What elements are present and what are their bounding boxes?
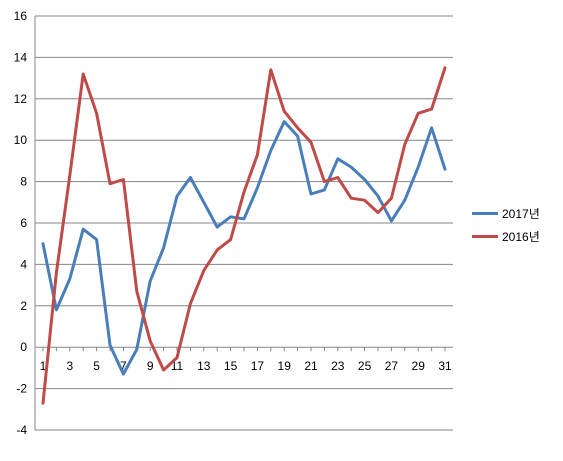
- x-tick-label: 3: [66, 359, 73, 373]
- y-tick-label: 2: [20, 299, 27, 313]
- x-tick-label: 7: [120, 359, 127, 373]
- x-tick-label: 13: [197, 359, 211, 373]
- y-tick-label: -4: [16, 423, 27, 437]
- x-tick-label: 23: [331, 359, 345, 373]
- y-tick-label: 10: [14, 133, 28, 147]
- y-tick-label: 0: [20, 340, 27, 354]
- x-tick-label: 29: [412, 359, 426, 373]
- y-tick-label: 16: [14, 9, 28, 23]
- legend: 2017년 2016년: [472, 204, 560, 250]
- series-line-2017: [41, 120, 447, 376]
- x-tick-label: 17: [251, 359, 265, 373]
- legend-label-2016: 2016년: [502, 229, 540, 244]
- series-lines: [41, 66, 447, 405]
- y-tick-label: 8: [20, 175, 27, 189]
- y-tick-labels: -4 -2 0 2 4 6 8 10 12 14 16: [14, 9, 28, 437]
- y-tick-label: 4: [20, 257, 27, 271]
- y-tick-label: -2: [16, 382, 27, 396]
- legend-swatch-2016: [472, 234, 498, 238]
- x-tick-label: 31: [438, 359, 452, 373]
- x-tick-label: 21: [304, 359, 318, 373]
- series-line-2016: [41, 66, 447, 405]
- x-tick-label: 25: [358, 359, 372, 373]
- y-tick-label: 12: [14, 92, 28, 106]
- x-tick-label: 5: [93, 359, 100, 373]
- axes: [34, 16, 453, 430]
- legend-swatch-2017: [472, 211, 498, 215]
- x-tick-label: 1: [40, 359, 47, 373]
- x-tick-label: 19: [278, 359, 292, 373]
- x-tick-label: 27: [385, 359, 399, 373]
- x-tick-label: 9: [147, 359, 154, 373]
- x-tick-labels: 1 3 5 7 9 11 13 15 17 19 21 23 25 27 29 31: [40, 359, 452, 373]
- x-tick-label: 15: [224, 359, 238, 373]
- x-tick-label: 11: [171, 359, 184, 373]
- legend-label-2017: 2017년: [502, 206, 540, 221]
- legend-item-2017: 2017년: [472, 204, 560, 222]
- legend-item-2016: 2016년: [472, 227, 560, 245]
- y-tick-label: 6: [20, 216, 27, 230]
- y-tick-label: 14: [14, 50, 28, 64]
